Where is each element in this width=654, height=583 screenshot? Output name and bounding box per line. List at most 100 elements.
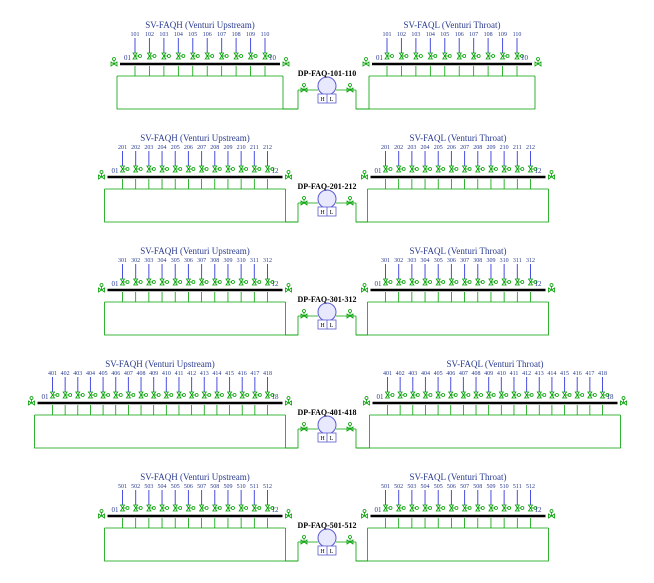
right-tap-number: 412 [522,371,531,377]
right-tap-valve-icon [489,279,498,285]
right-tap-valve-icon [384,166,393,172]
right-tap-number: 504 [421,484,430,490]
left-tap-number: 417 [250,371,259,377]
right-tap-number: 510 [500,484,509,490]
right-tap-valve-icon [397,279,406,285]
left-tap-number: 202 [131,145,140,151]
right-tap-number: 414 [547,371,556,377]
left-routing [105,302,299,335]
right-tap-number: 418 [598,371,607,377]
left-tap-number: 402 [61,371,70,377]
right-tap-number: 102 [397,32,406,38]
left-tap-valve-icon [186,166,195,172]
dp-port-h-label: H [320,97,325,103]
right-header-end-valve-icon [621,397,627,406]
left-tap-valve-icon [226,505,235,511]
left-tap-number: 104 [174,32,183,38]
right-tap-number: 106 [455,32,464,38]
left-tap-number: 103 [159,32,168,38]
dp-port-l-label: L [330,549,334,555]
right-tap-number: 409 [484,371,493,377]
left-tap-number: 106 [203,32,212,38]
left-tap-valve-icon [226,166,235,172]
left-tap-number: 210 [237,145,246,151]
left-tap-valve-icon [186,279,195,285]
right-manifold-title: SV-FAQL (Venturi Throat) [410,133,507,143]
left-tap-valve-icon [186,505,195,511]
right-header-end-valve-icon [362,510,368,519]
right-tap-number: 109 [498,32,507,38]
left-tap-valve-icon [51,392,60,398]
dp-h-port-valve-icon [301,310,307,319]
left-tap-valve-icon [134,166,143,172]
left-tap-valve-icon [252,505,261,511]
right-tap-number: 101 [383,32,392,38]
right-tap-valve-icon [537,392,546,398]
right-tap-valve-icon [423,166,432,172]
right-header-end-valve-icon [362,171,368,180]
right-manifold-title: SV-FAQL (Venturi Throat) [447,359,544,369]
dp-port-h-label: H [320,436,325,442]
left-tap-valve-icon [76,392,85,398]
left-tap-valve-icon [176,53,185,59]
dp-h-port-valve-icon [301,84,307,93]
right-tap-valve-icon [436,392,445,398]
right-tap-number: 406 [446,371,455,377]
right-tap-valve-icon [472,53,481,59]
left-tap-number: 509 [223,484,232,490]
right-header-end-valve-icon [549,171,555,180]
right-tap-valve-icon [423,505,432,511]
right-first-tap-label: 01 [375,280,383,288]
right-tap-number: 403 [408,371,417,377]
left-tap-number: 101 [131,32,140,38]
left-tap-valve-icon [173,279,182,285]
left-tap-valve-icon [177,392,186,398]
right-tap-number: 110 [513,32,522,38]
right-header-end-valve-icon [362,284,368,293]
left-tap-valve-icon [152,392,161,398]
right-tap-number: 206 [447,145,456,151]
right-header-end-valve-icon [549,510,555,519]
right-tap-valve-icon [512,392,521,398]
left-tap-valve-icon [200,505,209,511]
dp-tag-label: DP-FAQ-201-212 [298,182,357,191]
right-tap-valve-icon [410,505,419,511]
left-tap-number: 415 [225,371,234,377]
dp-transmitter-icon [318,190,336,208]
right-first-tap-label: 01 [376,54,384,62]
left-tap-number: 312 [263,258,272,264]
right-tap-number: 201 [381,145,390,151]
right-manifold-title: SV-FAQL (Venturi Throat) [410,472,507,482]
right-tap-valve-icon [384,279,393,285]
right-tap-valve-icon [423,392,432,398]
left-tap-valve-icon [205,53,214,59]
left-tap-valve-icon [239,505,248,511]
dp-l-port-valve-icon [347,536,353,545]
right-tap-valve-icon [384,505,393,511]
manifold-row-301_312: SV-FAQH (Venturi Upstream)SV-FAQL (Ventu… [99,246,555,335]
left-tap-number: 109 [246,32,255,38]
right-tap-number: 312 [526,258,535,264]
left-header-end-valve-icon [286,510,292,519]
right-tap-number: 416 [573,371,582,377]
right-first-tap-label: 01 [377,393,385,401]
left-tap-number: 203 [144,145,153,151]
left-tap-number: 511 [250,484,259,490]
right-tap-valve-icon [410,166,419,172]
right-tap-number: 509 [486,484,495,490]
right-last-tap-label: 12 [535,280,543,288]
right-tap-valve-icon [436,279,445,285]
dp-port-l-label: L [330,323,334,329]
dp-transmitter-icon [318,416,336,434]
right-tap-valve-icon [525,392,534,398]
left-tap-valve-icon [191,53,200,59]
right-tap-valve-icon [575,392,584,398]
left-tap-number: 311 [250,258,259,264]
left-tap-number: 405 [99,371,108,377]
left-tap-valve-icon [134,505,143,511]
right-tap-valve-icon [411,392,420,398]
left-manifold-title: SV-FAQH (Venturi Upstream) [145,20,255,30]
right-tap-number: 505 [434,484,443,490]
right-tap-valve-icon [457,53,466,59]
right-tap-number: 307 [460,258,469,264]
